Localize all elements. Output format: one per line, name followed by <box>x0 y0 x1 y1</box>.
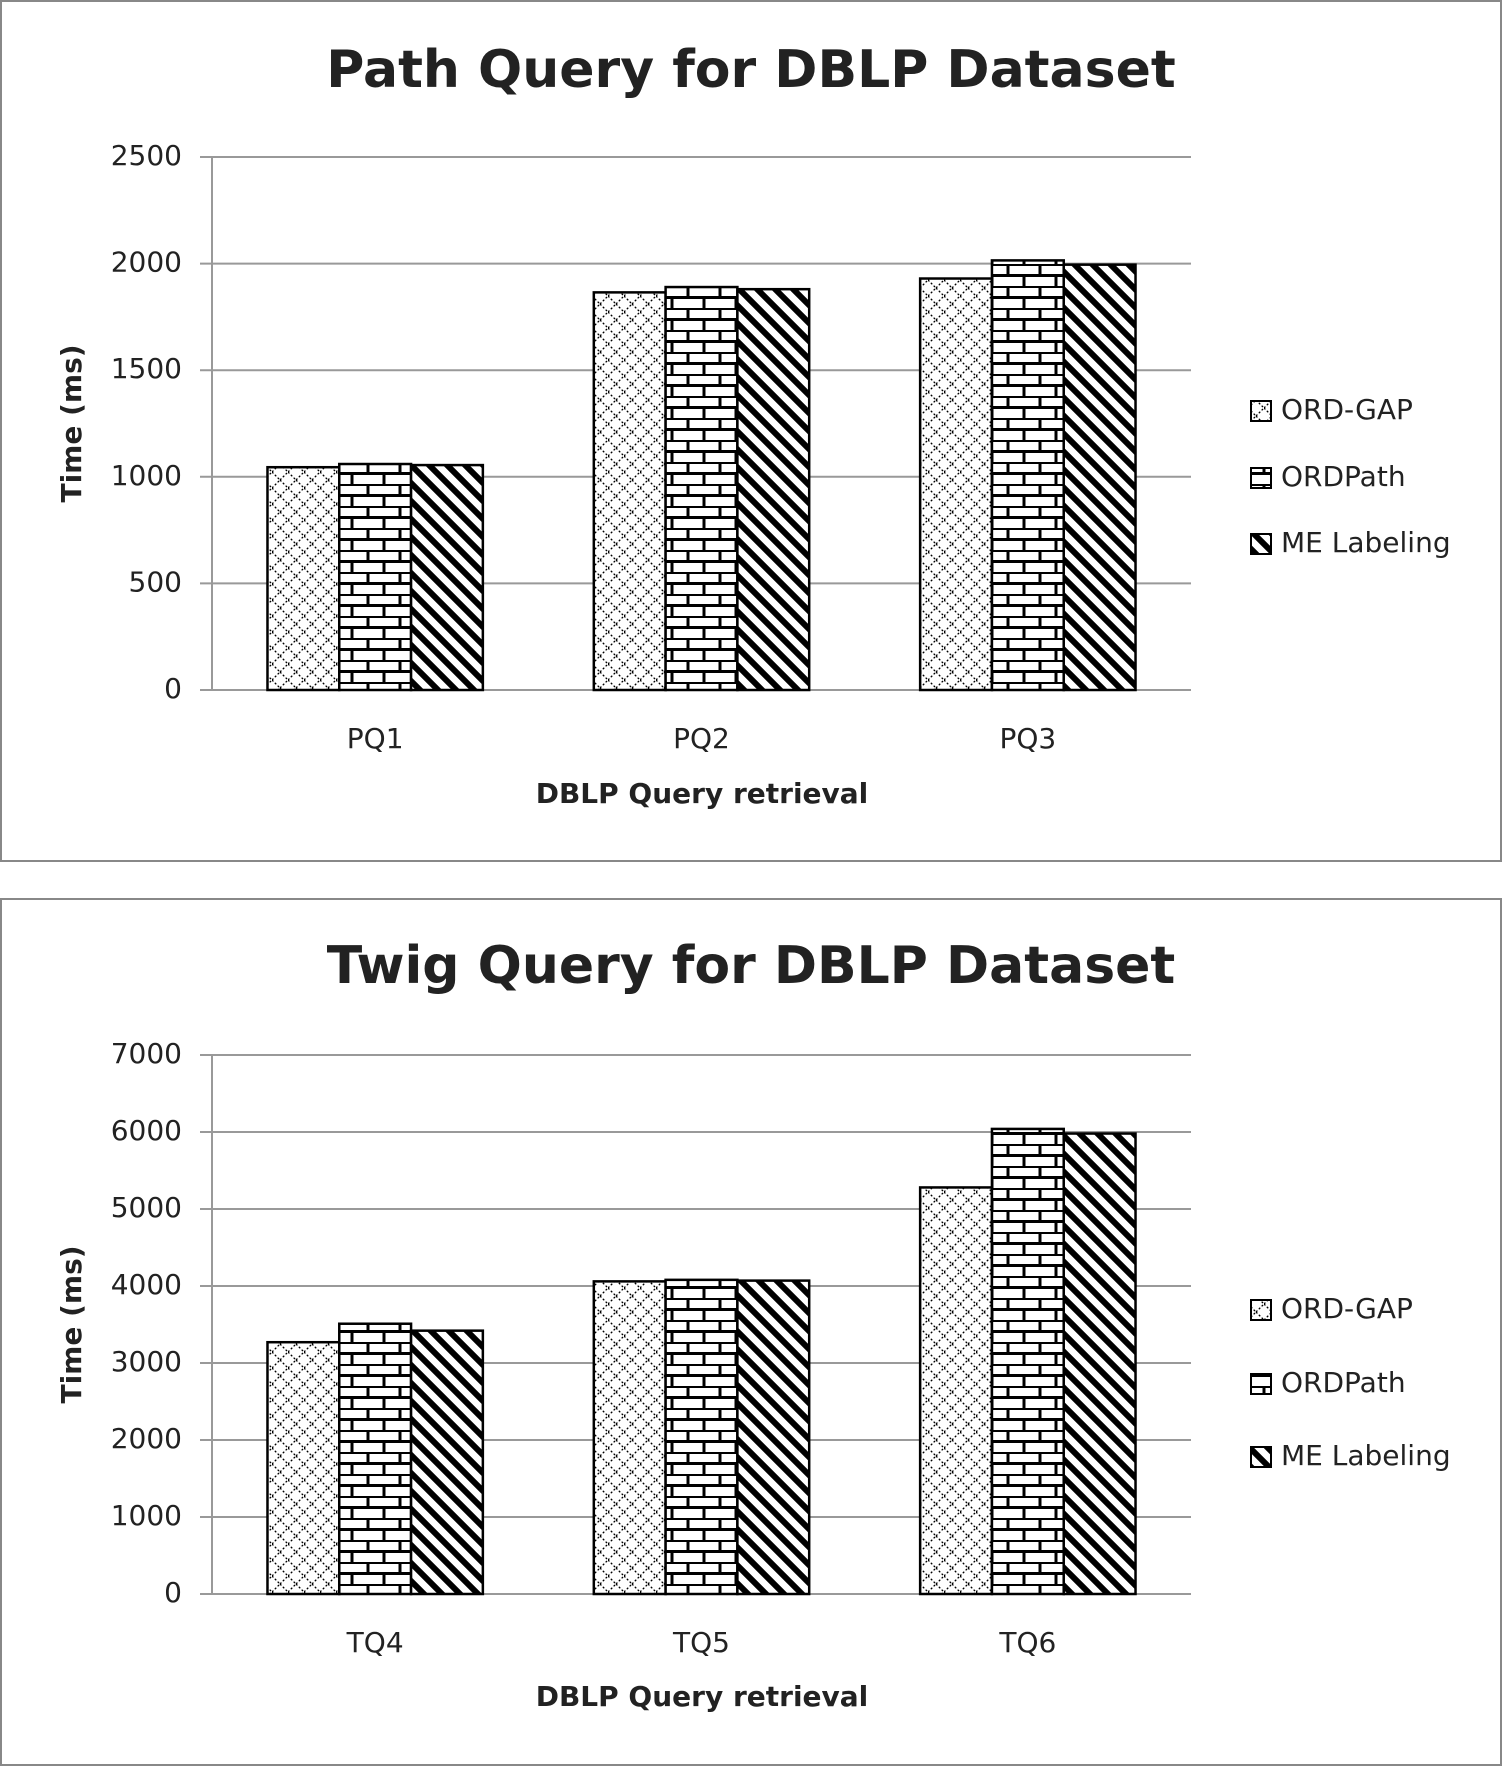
bar <box>266 1340 341 1596</box>
chart-title: Twig Query for DBLP Dataset <box>327 936 1176 996</box>
x-tick-label: TQ5 <box>672 1626 730 1659</box>
y-axis-title: Time (ms) <box>55 344 88 502</box>
y-tick-label: 5000 <box>111 1191 182 1224</box>
bar <box>736 1279 811 1596</box>
panel-border <box>0 898 1502 1766</box>
bar <box>664 285 739 692</box>
y-tick-label: 3000 <box>111 1345 182 1378</box>
panel-border <box>0 0 1502 862</box>
legend-label: ORD-GAP <box>1281 1292 1413 1325</box>
legend-label: ORD-GAP <box>1281 393 1413 426</box>
y-tick-label: 1000 <box>111 1499 182 1532</box>
y-tick-label: 2500 <box>111 139 182 172</box>
bar <box>1062 263 1137 692</box>
y-tick-label: 6000 <box>111 1114 182 1147</box>
x-axis-title: DBLP Query retrieval <box>536 1680 869 1713</box>
bar <box>1062 1132 1137 1596</box>
x-tick-label: PQ3 <box>999 722 1056 755</box>
x-axis-title: DBLP Query retrieval <box>536 777 869 810</box>
y-tick-label: 2000 <box>111 246 182 279</box>
x-tick-label: PQ1 <box>347 722 404 755</box>
legend-swatch <box>1250 533 1272 555</box>
bar <box>990 1127 1065 1596</box>
y-tick-label: 0 <box>164 1576 182 1609</box>
y-tick-label: 0 <box>164 672 182 705</box>
x-tick-label: TQ4 <box>346 1626 404 1659</box>
bar <box>918 1186 994 1596</box>
y-tick-label: 1500 <box>111 352 182 385</box>
chart-title: Path Query for DBLP Dataset <box>326 40 1175 100</box>
legend-swatch <box>1250 1373 1272 1395</box>
bar <box>664 1278 739 1596</box>
x-tick-label: PQ2 <box>673 722 730 755</box>
y-tick-label: 2000 <box>111 1422 182 1455</box>
bar <box>338 1322 413 1596</box>
bar <box>266 465 341 692</box>
bar <box>592 291 667 692</box>
legend-label: ORDPath <box>1281 460 1406 493</box>
bar <box>736 287 811 692</box>
y-tick-label: 4000 <box>111 1268 182 1301</box>
legend-label: ORDPath <box>1281 1366 1406 1399</box>
y-axis-title: Time (ms) <box>55 1245 88 1403</box>
bar <box>409 463 485 692</box>
y-tick-label: 1000 <box>111 459 182 492</box>
bar <box>918 277 994 692</box>
bar <box>592 1280 667 1596</box>
legend-swatch <box>1250 1299 1272 1321</box>
bar <box>409 1329 485 1596</box>
y-tick-label: 7000 <box>111 1037 182 1070</box>
legend-swatch <box>1250 400 1272 422</box>
y-tick-label: 500 <box>129 565 182 598</box>
x-tick-label: TQ6 <box>998 1626 1056 1659</box>
bar <box>338 462 413 692</box>
bar <box>990 259 1065 692</box>
legend-label: ME Labeling <box>1281 1439 1451 1472</box>
legend-swatch <box>1250 467 1272 489</box>
legend-label: ME Labeling <box>1281 526 1451 559</box>
legend-swatch <box>1250 1446 1272 1468</box>
